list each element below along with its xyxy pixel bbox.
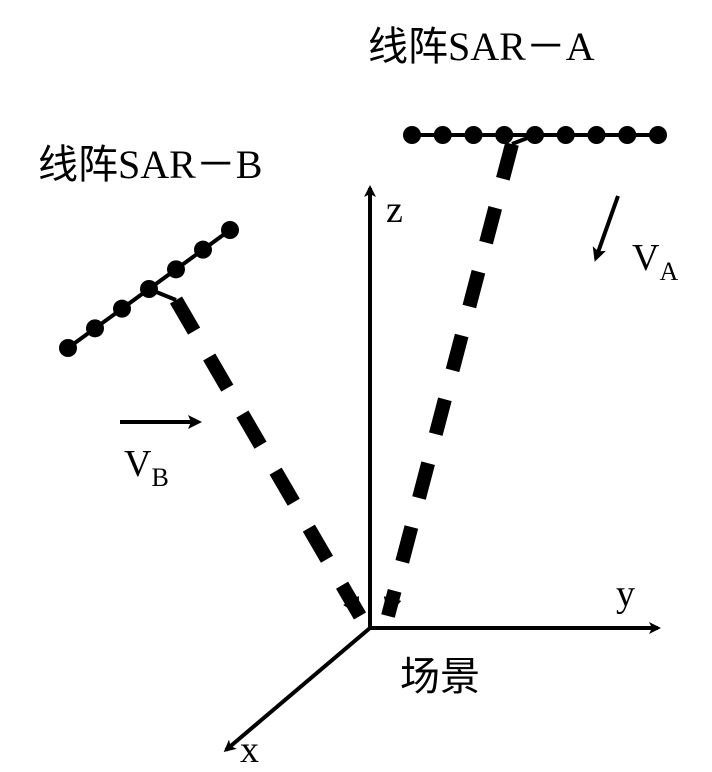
y-axis-label: y bbox=[616, 573, 635, 615]
array-element-dot bbox=[140, 280, 158, 298]
array-element-dot bbox=[618, 126, 636, 144]
array-element-dot bbox=[526, 126, 544, 144]
vb-sub: B bbox=[151, 463, 168, 492]
sar-a-label: 线阵SAR－A bbox=[368, 24, 595, 69]
sar-b-label: 线阵SAR－B bbox=[38, 142, 263, 187]
array-element-dot bbox=[588, 126, 606, 144]
dash-line-sar-a bbox=[388, 144, 512, 616]
array-element-dot bbox=[434, 126, 452, 144]
array-element-dot bbox=[649, 126, 667, 144]
sar-a-dots bbox=[403, 126, 667, 144]
va-main: V bbox=[632, 237, 660, 279]
array-element-dot bbox=[557, 126, 575, 144]
array-element-dot bbox=[194, 241, 212, 259]
array-element-dot bbox=[495, 126, 513, 144]
array-element-dot bbox=[465, 126, 483, 144]
array-element-dot bbox=[167, 260, 185, 278]
array-element-dot bbox=[86, 319, 104, 337]
dash-line-sar-b bbox=[176, 300, 360, 616]
va-sub: A bbox=[659, 257, 678, 286]
x-axis-label: x bbox=[240, 729, 259, 771]
diagram-canvas: z y x 场景 VA VB 线阵SAR－A 线阵SAR－B bbox=[0, 0, 712, 772]
array-element-dot bbox=[113, 300, 131, 318]
array-element-dot bbox=[59, 339, 77, 357]
velocity-a-arrow bbox=[596, 196, 618, 258]
velocity-a-label: VA bbox=[632, 237, 678, 286]
scene-label: 场景 bbox=[400, 654, 480, 699]
z-axis-label: z bbox=[386, 189, 403, 231]
velocity-b-label: VB bbox=[124, 443, 169, 492]
vb-main: V bbox=[124, 443, 152, 485]
array-element-dot bbox=[403, 126, 421, 144]
array-element-dot bbox=[221, 221, 239, 239]
